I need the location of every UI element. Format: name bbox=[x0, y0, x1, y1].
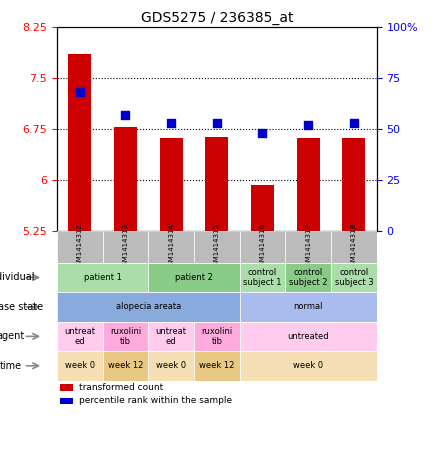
Bar bbox=[60, 384, 73, 390]
FancyBboxPatch shape bbox=[102, 322, 148, 351]
Text: agent: agent bbox=[0, 331, 25, 342]
FancyBboxPatch shape bbox=[194, 351, 240, 381]
FancyBboxPatch shape bbox=[240, 231, 285, 263]
Text: week 0: week 0 bbox=[156, 361, 186, 370]
Text: GSM1414315: GSM1414315 bbox=[214, 223, 220, 270]
Text: control
subject 1: control subject 1 bbox=[243, 268, 282, 287]
Text: normal: normal bbox=[293, 303, 323, 311]
Text: patient 1: patient 1 bbox=[84, 273, 122, 282]
Text: transformed count: transformed count bbox=[79, 383, 163, 392]
Bar bbox=[205, 137, 228, 231]
FancyBboxPatch shape bbox=[331, 231, 377, 263]
FancyBboxPatch shape bbox=[240, 263, 285, 292]
Text: untreat
ed: untreat ed bbox=[155, 327, 187, 346]
Text: week 12: week 12 bbox=[108, 361, 143, 370]
Text: GSM1414312: GSM1414312 bbox=[77, 223, 83, 270]
FancyBboxPatch shape bbox=[57, 351, 102, 381]
Text: alopecia areata: alopecia areata bbox=[116, 303, 181, 311]
Bar bbox=[114, 127, 137, 231]
Point bbox=[168, 120, 175, 127]
FancyBboxPatch shape bbox=[285, 263, 331, 292]
FancyBboxPatch shape bbox=[148, 351, 194, 381]
Text: time: time bbox=[0, 361, 21, 371]
Text: GSM1414317: GSM1414317 bbox=[305, 223, 311, 270]
Bar bbox=[343, 138, 365, 231]
FancyBboxPatch shape bbox=[331, 263, 377, 292]
Text: untreat
ed: untreat ed bbox=[64, 327, 95, 346]
Bar bbox=[160, 138, 183, 231]
Point bbox=[305, 121, 312, 129]
Point bbox=[122, 111, 129, 119]
FancyBboxPatch shape bbox=[240, 292, 377, 322]
FancyBboxPatch shape bbox=[102, 231, 148, 263]
Text: ruxolini
tib: ruxolini tib bbox=[201, 327, 233, 346]
Text: week 12: week 12 bbox=[199, 361, 234, 370]
FancyBboxPatch shape bbox=[194, 231, 240, 263]
Title: GDS5275 / 236385_at: GDS5275 / 236385_at bbox=[141, 11, 293, 25]
FancyBboxPatch shape bbox=[57, 263, 148, 292]
Text: individual: individual bbox=[0, 272, 34, 283]
FancyBboxPatch shape bbox=[285, 231, 331, 263]
Point bbox=[213, 120, 220, 127]
Point bbox=[350, 120, 357, 127]
FancyBboxPatch shape bbox=[148, 231, 194, 263]
Text: untreated: untreated bbox=[287, 332, 329, 341]
Point bbox=[259, 130, 266, 137]
FancyBboxPatch shape bbox=[57, 322, 102, 351]
Bar bbox=[251, 185, 274, 231]
Point bbox=[76, 89, 83, 96]
Text: week 0: week 0 bbox=[293, 361, 323, 370]
Text: percentile rank within the sample: percentile rank within the sample bbox=[79, 396, 233, 405]
Bar bbox=[68, 54, 91, 231]
FancyBboxPatch shape bbox=[148, 322, 194, 351]
Text: GSM1414316: GSM1414316 bbox=[259, 223, 265, 270]
FancyBboxPatch shape bbox=[148, 263, 240, 292]
Text: ruxolini
tib: ruxolini tib bbox=[110, 327, 141, 346]
Text: GSM1414313: GSM1414313 bbox=[123, 223, 128, 270]
Text: week 0: week 0 bbox=[65, 361, 95, 370]
FancyBboxPatch shape bbox=[194, 322, 240, 351]
FancyBboxPatch shape bbox=[240, 322, 377, 351]
Text: GSM1414314: GSM1414314 bbox=[168, 223, 174, 270]
Text: patient 2: patient 2 bbox=[175, 273, 213, 282]
FancyBboxPatch shape bbox=[57, 292, 240, 322]
FancyBboxPatch shape bbox=[240, 351, 377, 381]
Text: control
subject 2: control subject 2 bbox=[289, 268, 328, 287]
Bar bbox=[60, 398, 73, 404]
Text: control
subject 3: control subject 3 bbox=[335, 268, 373, 287]
Text: disease state: disease state bbox=[0, 302, 43, 312]
FancyBboxPatch shape bbox=[102, 351, 148, 381]
Text: GSM1414318: GSM1414318 bbox=[351, 223, 357, 270]
FancyBboxPatch shape bbox=[57, 231, 102, 263]
Bar bbox=[297, 138, 320, 231]
